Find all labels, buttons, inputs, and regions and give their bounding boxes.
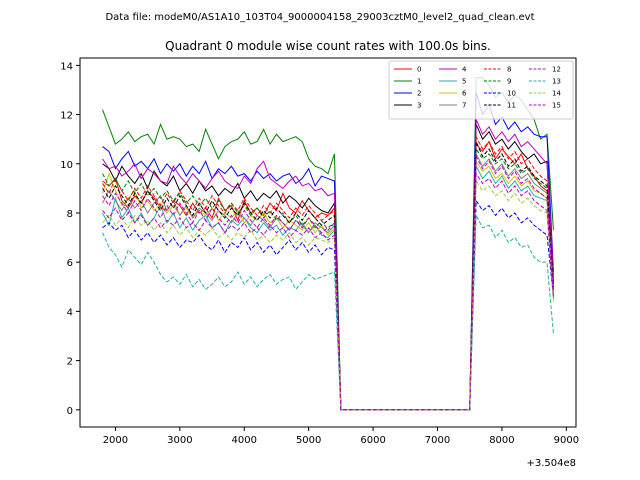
legend-box xyxy=(388,60,574,120)
y-tick-label: 0 xyxy=(67,406,73,417)
series-line-7 xyxy=(102,152,554,411)
y-tick-label: 6 xyxy=(67,258,73,269)
legend-label-13: 13 xyxy=(552,78,561,86)
legend-label-14: 14 xyxy=(552,90,561,98)
x-tick-label: 4000 xyxy=(232,435,257,446)
series-line-15 xyxy=(102,172,554,411)
series-line-13 xyxy=(102,213,554,411)
y-tick-label: 14 xyxy=(60,61,73,72)
series-line-8 xyxy=(102,134,554,411)
figure-suptitle: Data file: modeM0/AS1A10_103T04_90000041… xyxy=(105,12,534,23)
x-tick-label: 7000 xyxy=(425,435,450,446)
series-line-14 xyxy=(102,179,554,411)
legend-label-8: 8 xyxy=(507,66,511,74)
legend-label-6: 6 xyxy=(462,90,467,98)
series-line-5 xyxy=(102,164,554,411)
legend-label-3: 3 xyxy=(417,102,421,110)
legend-label-0: 0 xyxy=(417,66,421,74)
legend-label-5: 5 xyxy=(462,78,466,86)
legend-label-10: 10 xyxy=(507,90,516,98)
chart-title: Quadrant 0 module wise count rates with … xyxy=(165,39,491,53)
series-line-4 xyxy=(102,119,554,411)
x-offset-label: +3.504e8 xyxy=(526,458,576,469)
series-line-3 xyxy=(102,124,554,411)
legend-label-2: 2 xyxy=(417,90,421,98)
series-line-12 xyxy=(102,154,554,411)
x-tick-label: 3000 xyxy=(167,435,192,446)
y-tick-label: 8 xyxy=(67,209,73,220)
x-tick-label: 2000 xyxy=(103,435,128,446)
legend-label-9: 9 xyxy=(507,78,511,86)
x-tick-label: 6000 xyxy=(360,435,385,446)
series-layer xyxy=(102,77,554,411)
series-line-9 xyxy=(102,147,554,411)
x-tick-label: 5000 xyxy=(296,435,321,446)
series-line-10 xyxy=(102,199,554,411)
y-tick-label: 10 xyxy=(60,160,73,171)
x-tick-label: 8000 xyxy=(489,435,514,446)
legend-label-7: 7 xyxy=(462,102,466,110)
legend-label-12: 12 xyxy=(552,66,561,74)
series-line-6 xyxy=(102,159,554,411)
legend-label-4: 4 xyxy=(462,66,467,74)
y-tick-label: 12 xyxy=(60,111,73,122)
y-tick-label: 4 xyxy=(67,307,73,318)
plot-border xyxy=(79,57,577,428)
axes-layer: 2000 3000 4000 5000 6000 7000 8000 900002468101… xyxy=(60,61,579,446)
series-line-11 xyxy=(102,141,554,411)
legend-label-15: 15 xyxy=(552,102,561,110)
legend-label-11: 11 xyxy=(507,102,516,110)
x-tick-label: 9000 xyxy=(554,435,579,446)
legend-label-1: 1 xyxy=(417,78,421,86)
y-tick-label: 2 xyxy=(67,357,73,368)
